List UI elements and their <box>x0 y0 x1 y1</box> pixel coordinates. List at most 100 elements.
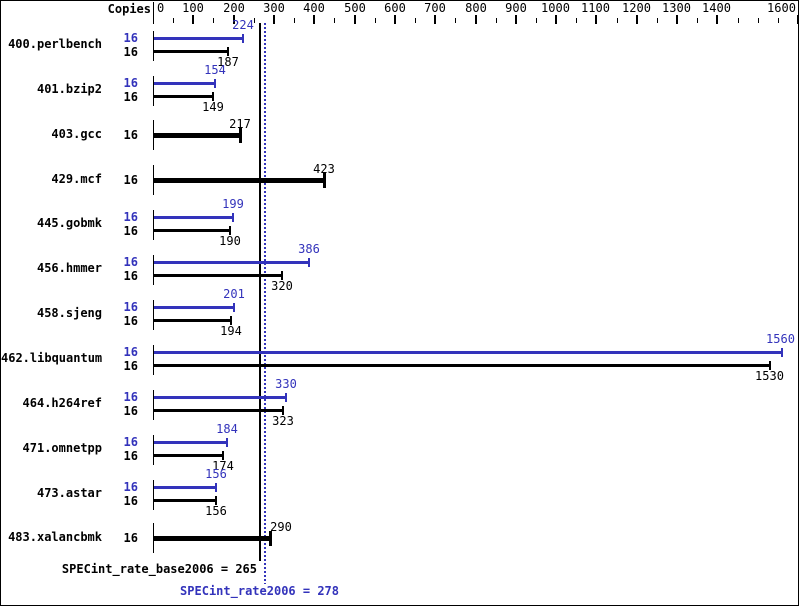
axis-tick-label: 600 <box>384 1 406 15</box>
axis-tick-label: 1100 <box>581 1 610 15</box>
axis-major-tick <box>313 15 315 24</box>
benchmark-label: 464.h264ref <box>22 396 102 410</box>
base-value-label: 187 <box>217 55 239 69</box>
base-bar-cap <box>222 451 224 460</box>
base-value-label: 217 <box>229 117 251 131</box>
base-value-label: 1530 <box>755 369 784 383</box>
axis-major-tick <box>273 15 275 24</box>
y-axis-segment <box>153 390 154 420</box>
base-copies-label: 16 <box>123 494 138 508</box>
axis-major-tick <box>394 15 396 24</box>
peak-copies-label: 16 <box>123 435 138 449</box>
base-copies-label: 16 <box>123 90 138 104</box>
base-bar-cap <box>323 173 326 188</box>
base-value-label: 323 <box>272 414 294 428</box>
copies-header-label: Copies <box>107 2 151 16</box>
base-bar <box>154 364 770 367</box>
axis-minor-tick <box>254 18 255 23</box>
peak-bar-cap <box>215 483 217 492</box>
peak-bar <box>154 486 216 489</box>
base-bar-cap <box>227 47 229 56</box>
peak-value-label: 1560 <box>766 332 795 346</box>
y-axis-segment <box>153 523 154 553</box>
peak-copies-label: 16 <box>123 255 138 269</box>
base-bar <box>154 178 324 183</box>
base-bar <box>154 499 216 502</box>
axis-minor-tick <box>617 18 618 23</box>
axis-tick-label: 500 <box>344 1 366 15</box>
benchmark-label: 458.sjeng <box>36 306 102 320</box>
axis-minor-tick <box>697 18 698 23</box>
base-value-label: 290 <box>270 520 292 534</box>
benchmark-label: 403.gcc <box>51 127 102 141</box>
base-bar <box>154 50 228 53</box>
peak-copies-label: 16 <box>123 300 138 314</box>
y-axis-segment <box>153 120 154 150</box>
base-bar <box>154 133 240 138</box>
benchmark-label: 473.astar <box>36 486 102 500</box>
base-value-label: 174 <box>212 459 234 473</box>
peak-bar-cap <box>285 393 287 402</box>
peak-value-label: 330 <box>275 377 297 391</box>
peak-value-label: 156 <box>205 467 227 481</box>
y-axis-segment <box>153 210 154 240</box>
peak-bar <box>154 396 286 399</box>
axis-major-tick <box>797 15 798 24</box>
peak-bar <box>154 351 782 354</box>
axis-tick-label: 300 <box>263 1 285 15</box>
axis-tick-label: 1200 <box>622 1 651 15</box>
base-bar <box>154 229 230 232</box>
axis-major-tick <box>233 15 235 24</box>
axis-major-tick <box>555 15 557 24</box>
base-value-label: 149 <box>202 100 224 114</box>
axis-tick-label: 700 <box>424 1 446 15</box>
axis-minor-tick <box>375 18 376 23</box>
y-axis-segment <box>153 255 154 285</box>
base-bar <box>154 319 231 322</box>
axis-minor-tick <box>294 18 295 23</box>
axis-minor-tick <box>173 18 174 23</box>
peak-bar-cap <box>233 303 235 312</box>
peak-copies-label: 16 <box>123 210 138 224</box>
base-copies-label: 16 <box>123 224 138 238</box>
axis-minor-tick <box>496 18 497 23</box>
axis-minor-tick <box>213 18 214 23</box>
peak-copies-label: 16 <box>123 76 138 90</box>
axis-tick-label: 400 <box>303 1 325 15</box>
peak-value-label: 386 <box>298 242 320 256</box>
axis-minor-tick <box>778 18 779 23</box>
base-value-label: 190 <box>219 234 241 248</box>
axis-tick-label: 1600 <box>767 1 796 15</box>
peak-score-label: SPECint_rate2006 = 278 <box>180 584 339 598</box>
base-mean-line <box>259 23 261 561</box>
base-copies-label: 16 <box>123 128 138 142</box>
peak-copies-label: 16 <box>123 31 138 45</box>
peak-value-label: 201 <box>223 287 245 301</box>
base-bar <box>154 536 270 541</box>
benchmark-label: 456.hmmer <box>36 261 102 275</box>
base-bar-cap <box>212 92 214 101</box>
y-axis-segment <box>153 31 154 61</box>
axis-major-tick <box>595 15 597 24</box>
axis-major-tick <box>636 15 638 24</box>
benchmark-label: 471.omnetpp <box>22 441 102 455</box>
axis-tick-label: 800 <box>465 1 487 15</box>
base-bar <box>154 274 282 277</box>
peak-bar-cap <box>242 34 244 43</box>
peak-value-label: 184 <box>216 422 238 436</box>
peak-bar-cap <box>781 348 783 357</box>
axis-minor-tick <box>576 18 577 23</box>
base-bar <box>154 454 223 457</box>
base-copies-label: 16 <box>123 359 138 373</box>
peak-value-label: 224 <box>232 18 254 32</box>
base-value-label: 423 <box>313 162 335 176</box>
peak-mean-line <box>264 23 266 584</box>
y-axis-segment <box>153 76 154 106</box>
y-axis-segment <box>153 300 154 330</box>
axis-tick-label: 1000 <box>541 1 570 15</box>
base-copies-label: 16 <box>123 531 138 545</box>
peak-value-label: 154 <box>204 63 226 77</box>
base-value-label: 194 <box>220 324 242 338</box>
peak-bar <box>154 306 234 309</box>
